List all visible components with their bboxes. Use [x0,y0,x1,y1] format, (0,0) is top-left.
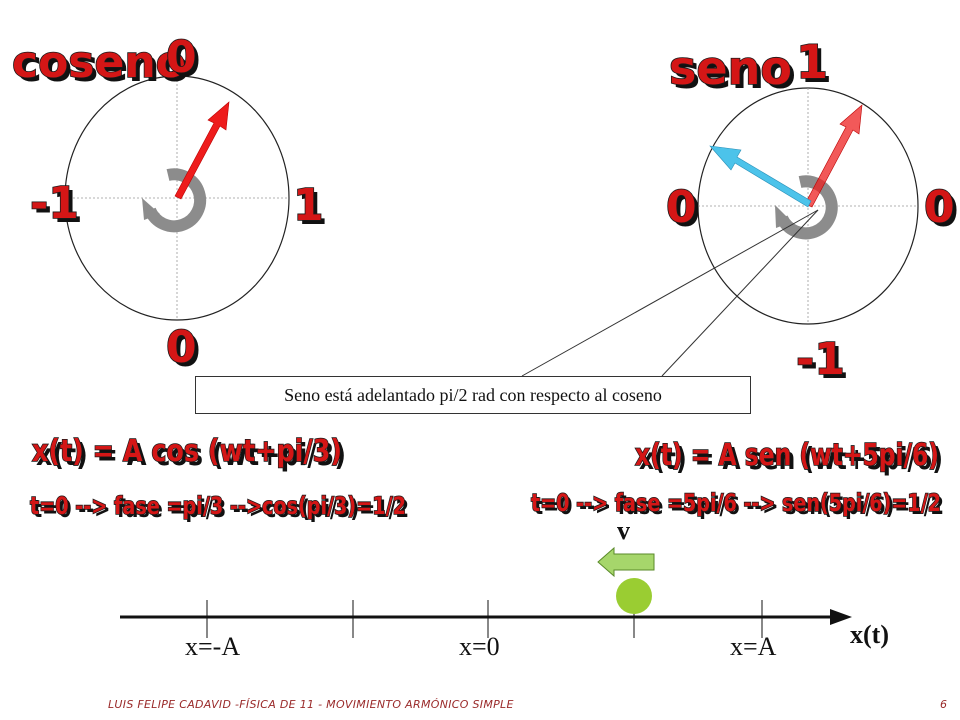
cosine-title: coseno [12,37,186,88]
cosine-rotation-icon [142,168,207,233]
x-axis-arrowhead [830,609,852,625]
cosine-right-shadow: 1 [297,184,328,235]
cos-equation-shadow: x(t) = A cos (wt+pi/3) [36,438,346,473]
cosine-title-shadow: coseno [16,41,190,92]
phase-lead-callout: Seno está adelantado pi/2 rad con respec… [195,376,751,414]
sin-phase-shadow: t=0 --> fase =5pi/6 --> sen(5pi/6)=1/2 [534,492,944,520]
axis-title: x(t) [850,620,889,649]
page-number: 6 [940,698,947,711]
sin-equation: x(t) = A sen (wt+5pi/6) [635,438,939,473]
motion-axis [120,546,852,638]
oscillating-ball [616,578,652,614]
cosine-top-shadow: 0 [170,36,201,87]
sine-top-shadow: 1 [800,39,832,93]
label-minus-a: x=-A [185,632,241,661]
cos-phase-shadow: t=0 --> fase =pi/3 -->cos(pi/3)=1/2 [33,495,409,523]
cosine-bottom-shadow: 0 [170,326,201,377]
cosine-circle-group [64,75,290,321]
sine-top-label: 1 [796,35,828,89]
equations: x(t) = A cos (wt+pi/3) x(t) = A cos (wt+… [29,433,944,523]
sine-bottom-label: -1 [796,334,845,385]
cosine-phasor-arrow [174,101,230,200]
sine-right-label: 0 [924,182,955,233]
sine-labels: seno seno 1 1 0 0 0 0 -1 -1 [665,34,959,389]
callout-text: Seno está adelantado pi/2 rad con respec… [284,385,662,405]
sine-bottom-shadow: -1 [800,338,849,389]
cosine-top-label: 0 [166,32,197,83]
label-zero: x=0 [459,632,500,661]
cosine-left-label: -1 [30,178,79,229]
label-plus-a: x=A [730,632,777,661]
sine-right-shadow: 0 [928,186,959,237]
cosine-labels: coseno coseno 0 0 -1 -1 1 1 0 0 [11,31,328,377]
footer-credit: LUIS FELIPE CADAVID -FÍSICA DE 11 - MOVI… [108,698,514,711]
cosine-right-label: 1 [293,180,324,231]
cos-phase: t=0 --> fase =pi/3 -->cos(pi/3)=1/2 [30,492,406,520]
sin-phase: t=0 --> fase =5pi/6 --> sen(5pi/6)=1/2 [531,489,941,517]
cosine-left-shadow: -1 [34,182,83,233]
sine-blue-phasor-arrow [709,145,812,208]
cosine-bottom-label: 0 [166,322,197,373]
sine-red-phasor-arrow [804,104,863,208]
sine-left-label: 0 [666,182,697,233]
sine-circle-group [697,87,919,325]
sine-title: seno [669,41,792,95]
velocity-label: v [617,516,630,545]
sin-equation-shadow: x(t) = A sen (wt+5pi/6) [639,442,943,477]
sine-title-shadow: seno [673,45,796,99]
sine-left-shadow: 0 [670,186,701,237]
cos-equation: x(t) = A cos (wt+pi/3) [32,434,342,469]
velocity-arrow [597,546,655,578]
callout-pointer [521,209,819,377]
